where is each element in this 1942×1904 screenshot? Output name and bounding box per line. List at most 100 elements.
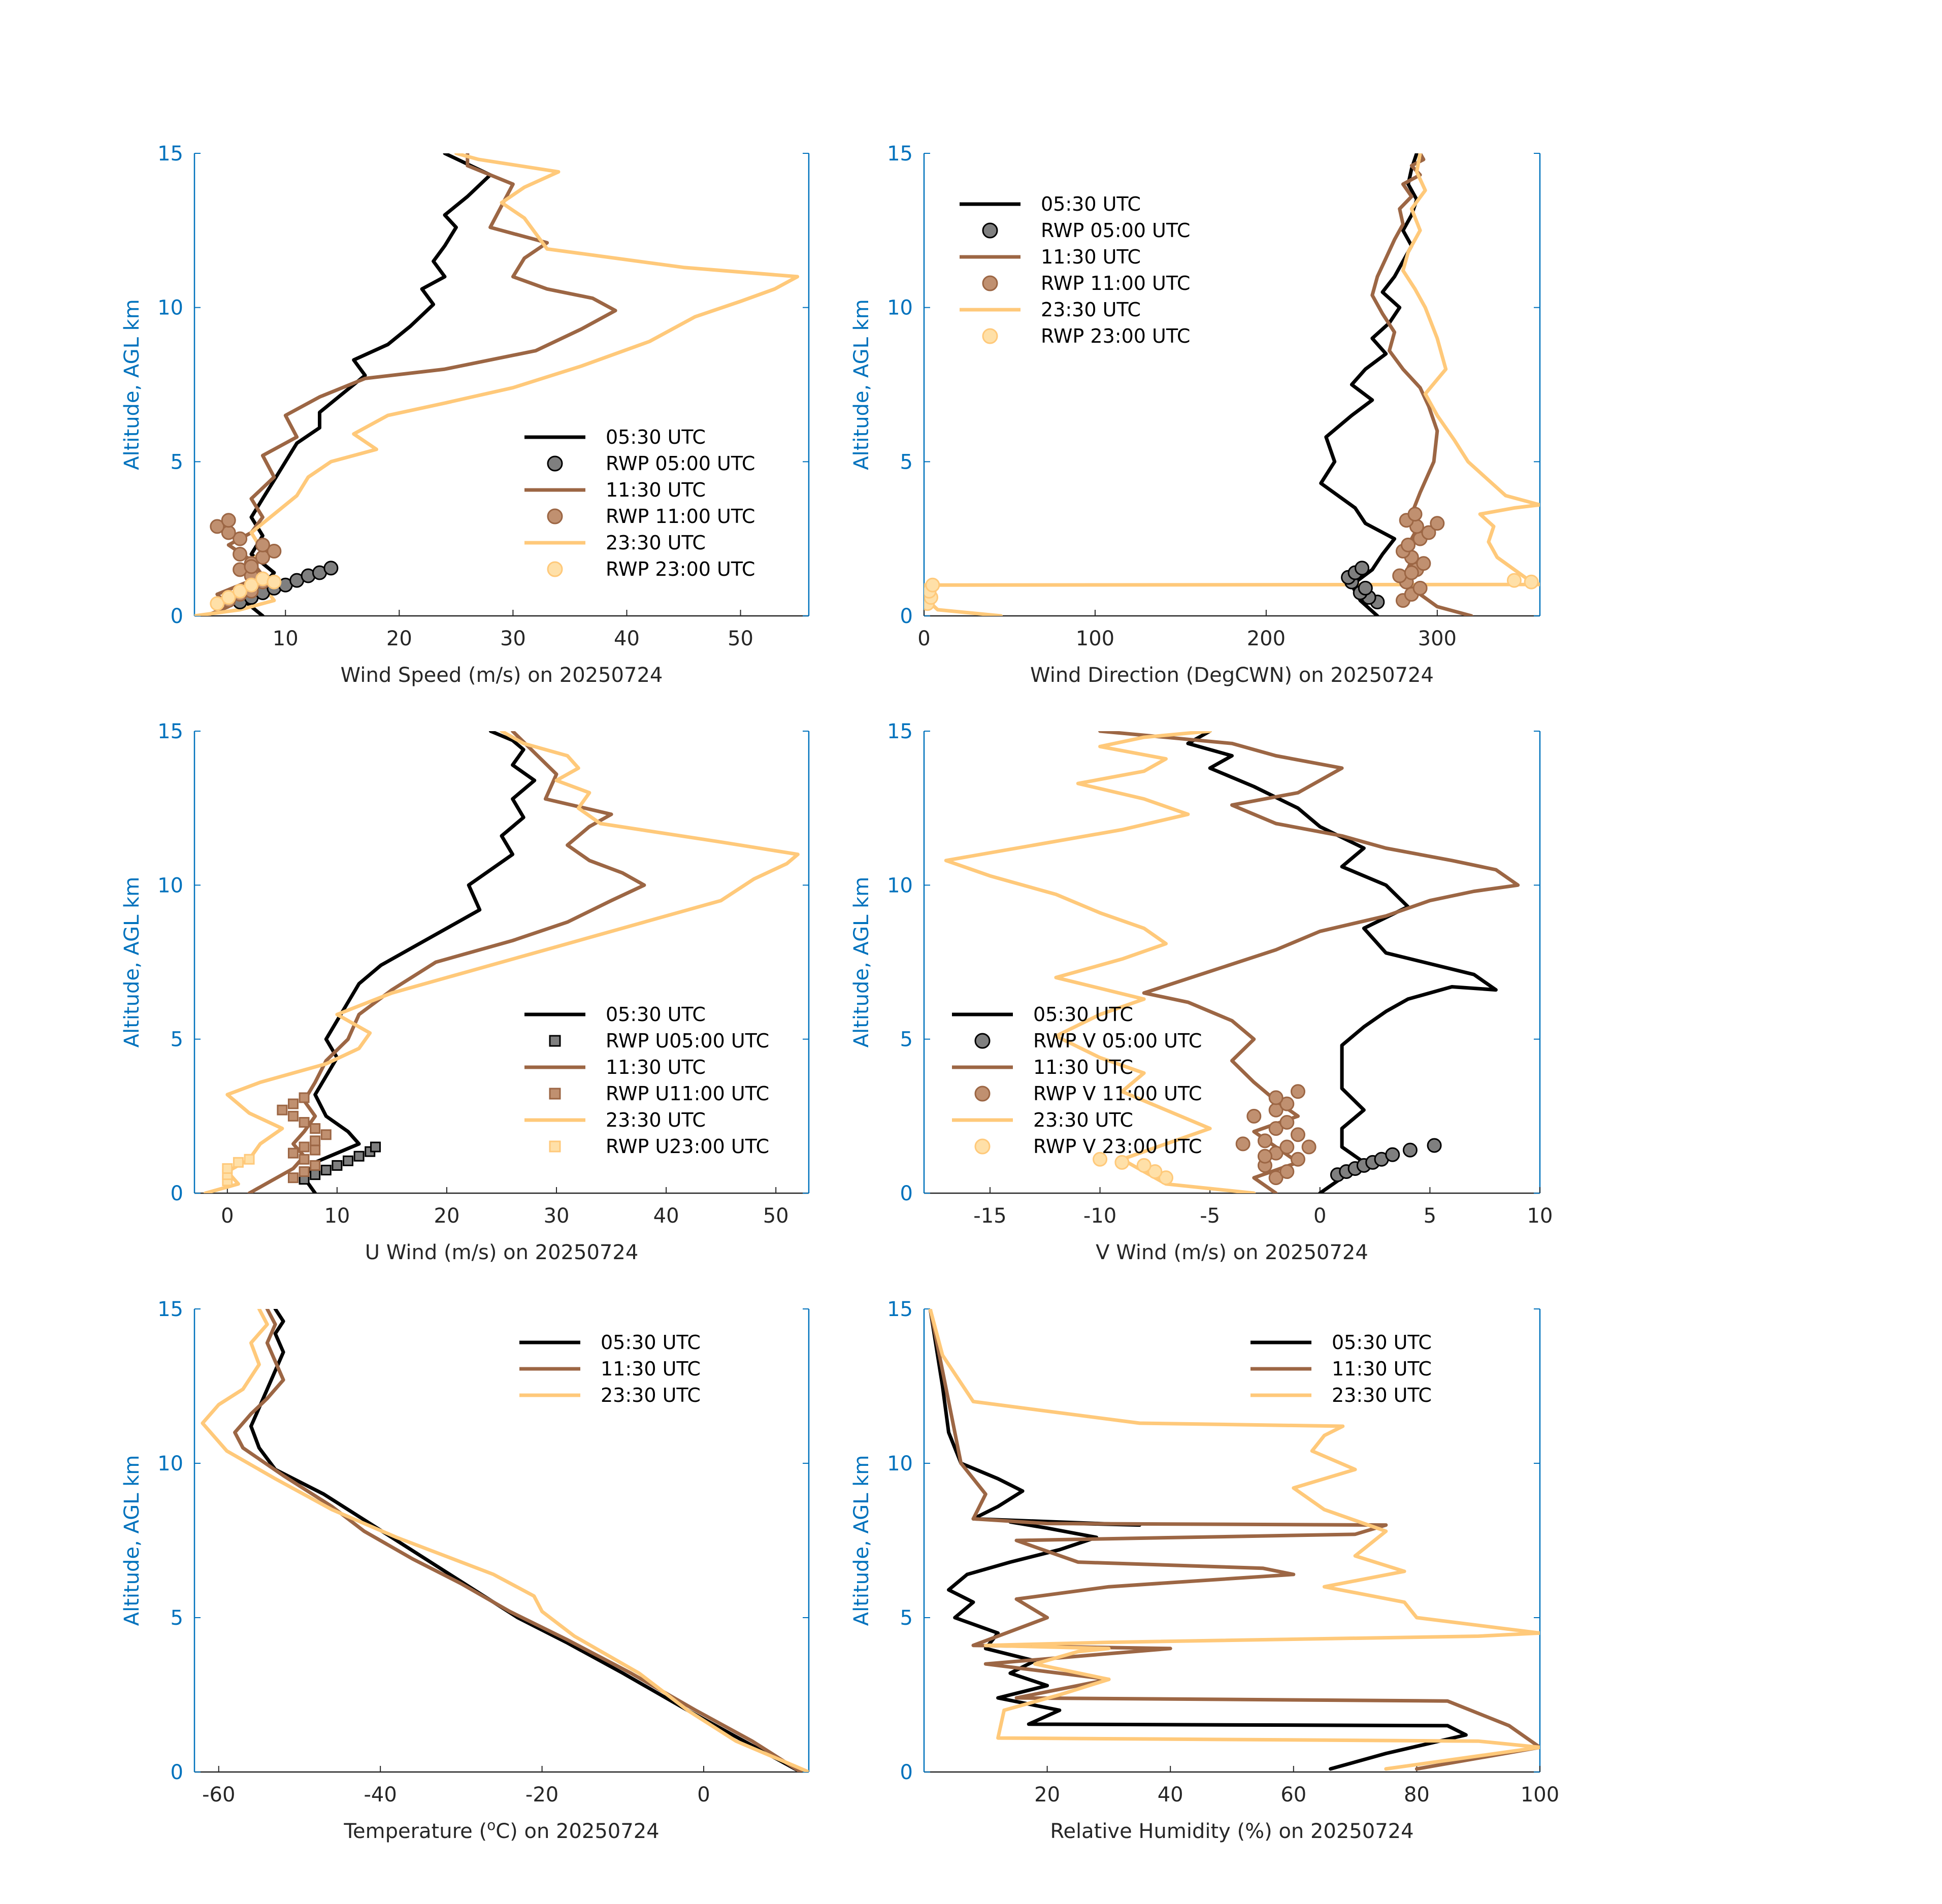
wind-speed-rwp-point <box>233 531 248 546</box>
u-wind-rwp-point <box>244 1154 255 1165</box>
wind-speed-rwp-point <box>221 590 236 605</box>
wind-direction-x-axis-label: Wind Direction (DegCWN) on 20250724 <box>1030 664 1434 687</box>
v-wind-rwp-point <box>1268 1170 1283 1186</box>
legend-label: RWP 11:00 UTC <box>606 505 755 528</box>
u-wind-rwp-point <box>287 1147 299 1159</box>
legend-label: RWP U11:00 UTC <box>606 1082 769 1105</box>
legend-label: RWP V 05:00 UTC <box>1033 1030 1202 1052</box>
wind-direction-rwp-point <box>1430 516 1445 531</box>
legend-label: 11:30 UTC <box>606 1056 706 1078</box>
wind-direction-y-tick-label: 15 <box>887 142 913 166</box>
legend-label: 23:30 UTC <box>606 1109 706 1131</box>
wind-speed-rwp-point <box>244 577 259 593</box>
u-wind-rwp-point <box>299 1092 310 1103</box>
temperature-x-tick-label: -40 <box>364 1783 397 1807</box>
v-wind-rwp-point <box>1402 1142 1418 1158</box>
chart-wind-speed: 10 20 30 40 50 0 5 10 15 Wind Speed (m/s) on 2025… <box>120 142 810 687</box>
u-wind-rwp-point <box>299 1117 310 1128</box>
u-wind-y-tick-label: 0 <box>171 1182 183 1205</box>
temperature-y-tick-label: 5 <box>171 1606 183 1630</box>
v-wind-rwp-point <box>1290 1127 1305 1142</box>
wind-speed-y-tick-label: 5 <box>171 450 183 474</box>
u-wind-rwp-point <box>299 1166 310 1177</box>
wind-speed-rwp-point <box>323 561 339 576</box>
u-wind-y-tick-label: 5 <box>171 1028 183 1052</box>
u-wind-x-tick-label: 40 <box>653 1204 679 1228</box>
legend-label: RWP V 23:00 UTC <box>1033 1135 1202 1158</box>
v-wind-x-tick-label: 5 <box>1424 1204 1436 1228</box>
u-wind-rwp-point <box>310 1144 321 1156</box>
wind-speed-x-axis-label: Wind Speed (m/s) on 20250724 <box>341 664 663 687</box>
u-wind-legend: 05:30 UTC RWP U05:00 UTC 11:30 UTC RWP U11:… <box>524 1003 769 1158</box>
wind-speed-y-tick-label: 0 <box>171 605 183 628</box>
temperature-series-0-line <box>249 1309 803 1772</box>
u-wind-legend-item: 23:30 UTC <box>524 1109 706 1131</box>
u-wind-legend-item: RWP U23:00 UTC <box>549 1135 769 1158</box>
v-wind-rwp-point <box>1093 1152 1108 1167</box>
u-wind-rwp-point <box>320 1165 332 1175</box>
chart-v-wind: -15 -10 -5 0 5 10 0 5 10 15 V Wind (m/s) on 202507… <box>850 720 1553 1264</box>
v-wind-legend-item: RWP V 05:00 UTC <box>974 1030 1202 1052</box>
wind-speed-rwp-point <box>255 537 270 552</box>
v-wind-legend-item: RWP V 11:00 UTC <box>974 1082 1202 1105</box>
u-wind-rwp-point <box>320 1129 332 1140</box>
wind-direction-legend: 05:30 UTC RWP 05:00 UTC 11:30 UTC RWP 11:00… <box>960 193 1190 347</box>
wind-speed-x-tick-label: 30 <box>500 627 526 650</box>
u-wind-series-1-line <box>247 731 646 1193</box>
v-wind-legend-item: 23:30 UTC <box>952 1109 1133 1131</box>
u-wind-series-2-line <box>204 731 800 1193</box>
u-wind-x-tick-label: 0 <box>221 1204 234 1228</box>
v-wind-y-axis-label: Altitude, AGL km <box>850 877 873 1048</box>
v-wind-rwp-point <box>1246 1108 1262 1124</box>
wind-direction-legend-item: RWP 23:00 UTC <box>982 325 1190 347</box>
v-wind-x-tick-label: 0 <box>1313 1204 1326 1228</box>
wind-direction-x-tick-label: 100 <box>1076 627 1114 650</box>
u-wind-y-tick-label: 10 <box>157 874 183 897</box>
relative-humidity-x-tick-label: 80 <box>1404 1783 1430 1807</box>
v-wind-rwp-point <box>1268 1121 1283 1136</box>
v-wind-rwp-point <box>1147 1164 1163 1179</box>
wind-speed-y-axis-label: Altitude, AGL km <box>120 299 144 470</box>
temperature-plot-area <box>201 1309 809 1772</box>
xlabel-superscript: o <box>487 1817 496 1833</box>
legend-label: RWP U23:00 UTC <box>606 1135 769 1158</box>
u-wind-x-tick-label: 10 <box>324 1204 350 1228</box>
legend-label: 23:30 UTC <box>1332 1384 1432 1406</box>
relative-humidity-y-tick-label: 5 <box>900 1606 913 1630</box>
v-wind-rwp-point <box>1301 1139 1316 1155</box>
wind-speed-rwp-point <box>267 543 282 559</box>
legend-label: 11:30 UTC <box>606 479 706 501</box>
temperature-legend-item: 05:30 UTC <box>519 1331 701 1354</box>
wind-speed-rwp-point <box>267 574 282 589</box>
v-wind-plot-area <box>944 731 1520 1193</box>
u-wind-rwp-point <box>299 1154 310 1165</box>
v-wind-x-tick-label: -15 <box>973 1204 1006 1228</box>
wind-direction-x-tick-label: 200 <box>1247 627 1286 650</box>
relative-humidity-y-axis-label: Altitude, AGL km <box>850 1455 873 1626</box>
v-wind-rwp-point <box>1290 1084 1305 1099</box>
v-wind-rwp-point <box>1427 1138 1442 1153</box>
wind-speed-legend-item: RWP 05:00 UTC <box>547 452 755 475</box>
legend-label: 23:30 UTC <box>1041 299 1141 321</box>
u-wind-rwp-point <box>233 1157 244 1168</box>
wind-speed-rwp-point <box>244 559 259 574</box>
legend-label: 11:30 UTC <box>1332 1358 1432 1380</box>
relative-humidity-series-0-line <box>928 1309 1468 1771</box>
wind-direction-rwp-point <box>1401 537 1416 552</box>
u-wind-rwp-point <box>310 1135 321 1146</box>
wind-direction-rwp-point <box>1416 556 1431 571</box>
v-wind-rwp-point <box>1257 1148 1272 1164</box>
wind-speed-legend-item: RWP 23:00 UTC <box>547 558 755 580</box>
v-wind-legend: 05:30 UTC RWP V 05:00 UTC 11:30 UTC RWP V 1… <box>952 1003 1202 1158</box>
legend-marker-swatch <box>547 455 563 472</box>
v-wind-x-tick-label: 10 <box>1527 1204 1553 1228</box>
wind-speed-rwp-point <box>233 547 248 562</box>
legend-marker-swatch <box>547 508 563 524</box>
wind-direction-series-2-line <box>924 153 1540 616</box>
u-wind-rwp-point <box>332 1160 343 1171</box>
v-wind-rwp-point <box>1136 1158 1151 1173</box>
wind-direction-y-tick-label: 10 <box>887 297 913 320</box>
u-wind-rwp-point <box>287 1172 299 1184</box>
u-wind-series-0-line <box>302 731 537 1193</box>
legend-label: 23:30 UTC <box>1033 1109 1133 1131</box>
